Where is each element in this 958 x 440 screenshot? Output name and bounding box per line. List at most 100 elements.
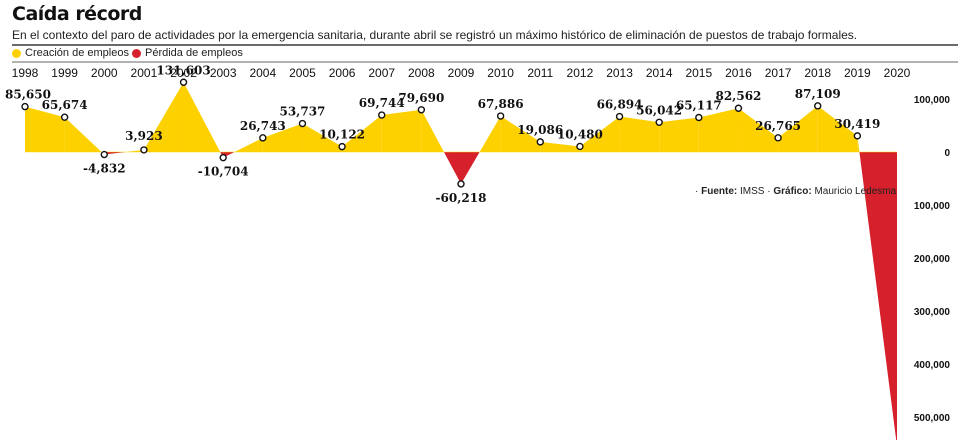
y-tick-label: 500,000 — [914, 413, 951, 424]
data-point — [219, 153, 227, 162]
area-segment — [461, 152, 480, 184]
data-point — [259, 134, 267, 142]
area-segment — [500, 116, 541, 152]
year-label: 2013 — [606, 66, 633, 80]
area-segment — [64, 117, 102, 152]
value-label: 3,923 — [125, 129, 163, 143]
value-label: 19,086 — [517, 123, 563, 137]
year-label: 2004 — [249, 66, 276, 80]
value-label: 79,690 — [398, 91, 444, 105]
year-label: 2005 — [289, 66, 316, 80]
data-point — [774, 134, 782, 142]
red-dot-icon — [132, 48, 141, 58]
year-label: 2003 — [210, 66, 237, 80]
data-point — [734, 104, 743, 112]
data-point — [814, 102, 822, 110]
value-label: 131,603 — [156, 63, 210, 77]
area-segment — [342, 115, 382, 152]
area-segment — [183, 82, 221, 152]
area-segment — [817, 105, 858, 152]
graphic-value: Mauricio Ledesma — [814, 186, 897, 197]
area-segment — [659, 117, 699, 152]
year-label: 2002 — [170, 66, 197, 80]
chart-subtitle: En el contexto del paro de actividades p… — [12, 28, 858, 42]
year-label: 2015 — [685, 66, 712, 80]
graphic-label: Gráfico: — [773, 186, 812, 197]
area-segment — [619, 116, 660, 152]
data-point — [378, 111, 386, 119]
area-segment — [540, 141, 580, 152]
chart-title: Caída récord — [12, 3, 142, 25]
value-label: 87,109 — [795, 87, 841, 101]
value-label: 53,737 — [279, 105, 325, 119]
area-segment — [738, 108, 779, 152]
year-label: 1999 — [51, 66, 78, 80]
year-label: 2012 — [567, 66, 594, 80]
data-point — [60, 113, 69, 121]
data-point — [496, 112, 505, 120]
area-segment — [857, 135, 860, 152]
data-point — [615, 112, 624, 121]
year-label: 2000 — [91, 66, 118, 80]
value-label: 10,122 — [319, 128, 365, 142]
area-segment — [126, 149, 144, 152]
source-note: · Fuente: IMSS · Gráfico: Mauricio Ledes… — [695, 186, 897, 197]
value-label: 26,765 — [755, 119, 801, 133]
source-label: Fuente: — [701, 186, 738, 197]
year-label: 2009 — [448, 66, 475, 80]
value-label: 69,744 — [359, 96, 405, 110]
area-segment — [778, 105, 818, 152]
data-point — [298, 119, 307, 128]
year-label: 2007 — [368, 66, 395, 80]
year-label: 2020 — [884, 66, 911, 80]
yellow-dot-icon — [12, 48, 21, 58]
legend-item-creation: Creación de empleos — [12, 47, 129, 59]
y-tick-label: 100,000 — [914, 95, 951, 106]
data-point — [536, 138, 544, 146]
area-segment — [479, 116, 501, 152]
year-label: 2016 — [725, 66, 752, 80]
area-segment — [25, 106, 65, 152]
y-tick-label: 0 — [944, 148, 950, 159]
y-tick-label: 200,000 — [914, 254, 951, 265]
data-point — [140, 146, 148, 154]
year-label: 1998 — [12, 66, 39, 80]
y-tick-label: 400,000 — [914, 360, 951, 371]
legend-label-creation: Creación de empleos — [25, 47, 129, 59]
area-segment — [381, 109, 422, 152]
data-point — [100, 150, 108, 159]
area-segment — [223, 152, 235, 158]
area-segment — [234, 137, 263, 152]
area-segment — [421, 109, 444, 152]
value-label: 85,650 — [5, 88, 51, 102]
year-label: 2017 — [765, 66, 792, 80]
value-label: 82,562 — [715, 89, 761, 103]
year-label: 2001 — [131, 66, 158, 80]
legend-label-loss: Pérdida de empleos — [145, 47, 243, 59]
area-segment — [262, 123, 303, 152]
year-label: 2019 — [844, 66, 871, 80]
value-label: -4,832 — [83, 162, 126, 176]
area-segment — [698, 108, 739, 152]
value-label: 56,042 — [636, 103, 682, 117]
y-tick-label: 300,000 — [914, 307, 951, 318]
data-point — [655, 118, 663, 126]
area-segment — [104, 152, 127, 155]
area-segment — [143, 82, 184, 152]
value-label: -60,218 — [436, 191, 487, 205]
year-label: 2011 — [527, 66, 553, 80]
area-segment — [579, 116, 620, 152]
legend-item-loss: Pérdida de empleos — [132, 47, 243, 59]
value-label: 26,743 — [240, 119, 286, 133]
data-point — [417, 106, 426, 114]
year-label: 2010 — [487, 66, 514, 80]
area-segment — [302, 123, 343, 152]
y-tick-label: 100,000 — [914, 201, 951, 212]
value-label: -10,704 — [198, 165, 249, 179]
year-label: 2006 — [329, 66, 356, 80]
area-segment — [859, 152, 897, 440]
data-point — [853, 132, 862, 140]
year-label: 2014 — [646, 66, 673, 80]
